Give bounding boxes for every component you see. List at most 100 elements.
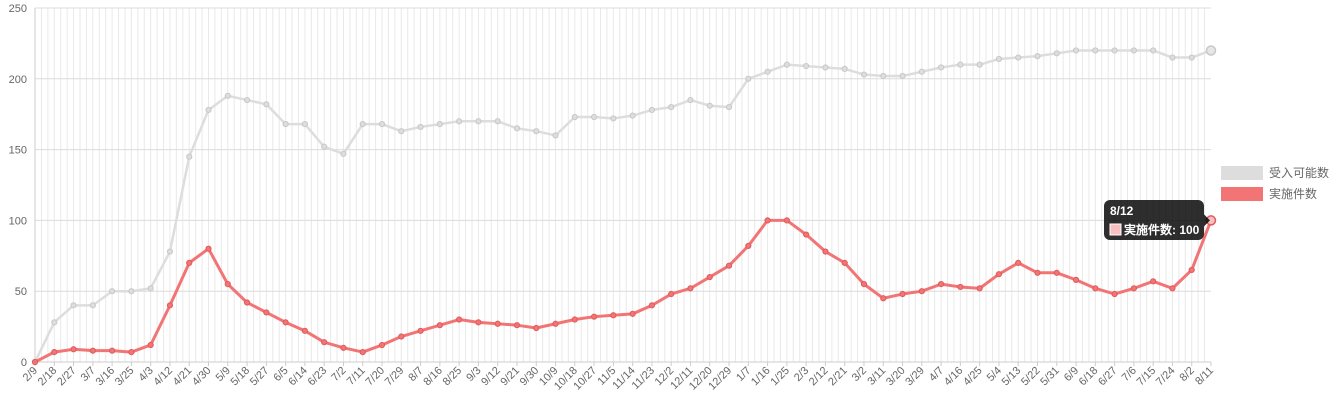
data-point[interactable] (1111, 290, 1118, 298)
data-point[interactable] (725, 262, 733, 269)
data-point[interactable] (1034, 53, 1041, 60)
data-point[interactable] (166, 302, 174, 309)
data-point[interactable] (166, 248, 174, 255)
data-point[interactable] (128, 288, 135, 295)
data-point[interactable] (1053, 50, 1060, 57)
data-point[interactable] (263, 101, 270, 108)
legend-label[interactable]: 実施件数 (1269, 186, 1317, 201)
data-point[interactable] (533, 128, 540, 135)
data-point[interactable] (648, 302, 656, 309)
data-point[interactable] (1015, 259, 1022, 266)
data-point[interactable] (937, 281, 945, 288)
data-point[interactable] (899, 290, 906, 298)
data-point[interactable] (1072, 276, 1080, 283)
data-point[interactable] (224, 281, 231, 288)
data-point[interactable] (590, 113, 598, 121)
data-point[interactable] (282, 121, 289, 128)
data-point[interactable] (860, 71, 868, 78)
data-point[interactable] (340, 150, 347, 157)
data-point[interactable] (475, 319, 482, 326)
data-point[interactable] (590, 313, 598, 320)
data-point[interactable] (321, 143, 328, 150)
data-point[interactable] (417, 123, 424, 131)
data-point[interactable] (668, 104, 675, 111)
data-point[interactable] (803, 231, 810, 238)
data-point[interactable] (822, 248, 829, 255)
data-point[interactable] (1188, 266, 1195, 274)
data-point[interactable] (378, 341, 386, 349)
data-point[interactable] (976, 285, 983, 292)
data-point[interactable] (1169, 285, 1176, 292)
data-point[interactable] (976, 61, 983, 68)
data-point[interactable] (186, 259, 193, 266)
data-point[interactable] (841, 65, 848, 72)
data-point[interactable] (89, 302, 96, 309)
data-point[interactable] (764, 217, 771, 224)
data-point[interactable] (282, 319, 289, 326)
data-point[interactable] (648, 106, 656, 114)
data-point[interactable] (1015, 54, 1022, 61)
data-point[interactable] (456, 118, 463, 125)
data-point[interactable] (456, 316, 463, 323)
data-point[interactable] (745, 242, 752, 249)
data-point[interactable] (1150, 47, 1157, 54)
data-point[interactable] (880, 72, 887, 80)
data-point[interactable] (224, 92, 231, 99)
data-point[interactable] (725, 104, 733, 111)
data-point[interactable] (629, 310, 636, 317)
data-point[interactable] (109, 347, 116, 354)
data-point[interactable] (359, 348, 366, 356)
legend-swatch[interactable] (1221, 187, 1263, 201)
data-point[interactable] (687, 96, 694, 104)
data-point[interactable] (629, 112, 636, 119)
data-point[interactable] (301, 327, 309, 334)
data-point[interactable] (1188, 54, 1195, 61)
data-point[interactable] (205, 106, 212, 114)
data-point[interactable] (552, 320, 559, 327)
data-point[interactable] (995, 55, 1003, 63)
data-point[interactable] (340, 344, 347, 351)
data-point[interactable] (1092, 47, 1099, 54)
data-point[interactable] (494, 320, 501, 327)
data-point[interactable] (243, 96, 251, 104)
data-point[interactable] (571, 113, 578, 121)
data-point[interactable] (31, 358, 39, 366)
data-point[interactable] (1130, 47, 1137, 54)
data-point[interactable] (51, 348, 58, 356)
highlighted-data-point[interactable] (1205, 45, 1217, 56)
data-point[interactable] (880, 295, 887, 302)
data-point[interactable] (783, 217, 790, 224)
data-point[interactable] (301, 121, 309, 128)
data-point[interactable] (668, 290, 675, 298)
data-point[interactable] (1092, 285, 1099, 292)
data-point[interactable] (513, 322, 521, 329)
data-point[interactable] (957, 283, 964, 291)
data-point[interactable] (321, 339, 328, 346)
data-point[interactable] (822, 64, 829, 71)
data-point[interactable] (398, 128, 405, 135)
data-point[interactable] (918, 68, 925, 75)
data-point[interactable] (860, 281, 868, 288)
data-point[interactable] (475, 118, 482, 125)
data-point[interactable] (205, 245, 212, 252)
data-point[interactable] (706, 102, 713, 109)
data-point[interactable] (128, 348, 135, 356)
data-point[interactable] (1072, 47, 1080, 54)
data-point[interactable] (687, 285, 694, 292)
data-point[interactable] (571, 316, 578, 323)
data-point[interactable] (1150, 278, 1157, 285)
data-point[interactable] (109, 288, 116, 295)
data-point[interactable] (378, 121, 386, 128)
data-point[interactable] (783, 61, 790, 68)
data-point[interactable] (745, 75, 752, 82)
data-point[interactable] (1034, 269, 1041, 276)
data-point[interactable] (436, 121, 443, 128)
data-point[interactable] (841, 259, 848, 266)
legend-swatch[interactable] (1221, 166, 1263, 180)
data-point[interactable] (89, 347, 96, 354)
data-point[interactable] (803, 62, 810, 70)
data-point[interactable] (1169, 54, 1176, 61)
data-point[interactable] (70, 346, 77, 353)
data-point[interactable] (1130, 285, 1137, 292)
